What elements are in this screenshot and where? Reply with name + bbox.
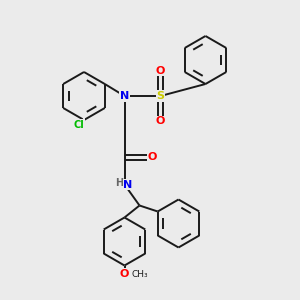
Text: O: O <box>156 65 165 76</box>
Text: Cl: Cl <box>73 119 84 130</box>
Text: N: N <box>124 179 133 190</box>
Text: O: O <box>147 152 157 163</box>
Text: O: O <box>120 269 129 279</box>
Text: H: H <box>115 178 123 188</box>
Text: O: O <box>156 116 165 127</box>
Text: CH₃: CH₃ <box>131 270 148 279</box>
Text: S: S <box>157 91 164 101</box>
Text: N: N <box>120 91 129 101</box>
